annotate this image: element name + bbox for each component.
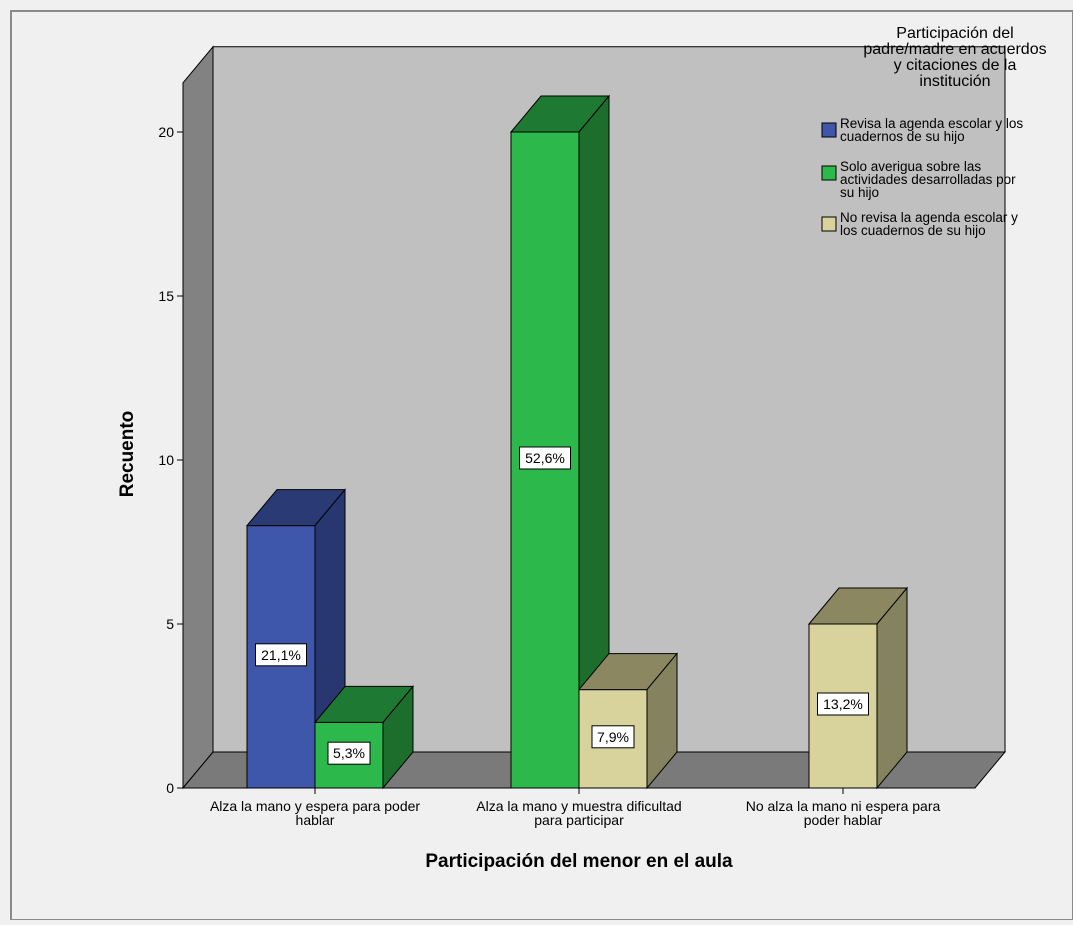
data-label: 7,9% <box>597 729 629 745</box>
data-label: 52,6% <box>525 450 565 466</box>
x-tick-label-line: hablar <box>296 812 335 828</box>
legend-label-line: cuadernos de su hijo <box>840 129 965 144</box>
x-tick-label-line: Alza la mano y espera para poder <box>210 798 420 814</box>
legend-title-line: y citaciones de la <box>894 57 1017 74</box>
bar <box>577 652 679 790</box>
legend-label: Solo averigua sobre las actividades desar… <box>840 159 1016 200</box>
legend-label-line: actividades desarrolladas por <box>840 172 1016 187</box>
bar <box>807 586 909 790</box>
y-tick-label: 0 <box>166 780 174 796</box>
x-tick-label-line: Alza la mano y muestra dificultad <box>476 798 681 814</box>
legend-label: Revisa la agenda escolar y los cuadernos … <box>840 116 1023 144</box>
x-axis-title: Participación del menor en el aula <box>425 851 733 872</box>
x-tick-label: Alza la mano y muestra dificultad para pa… <box>476 798 681 828</box>
legend-title-line: Participación del <box>896 25 1013 42</box>
data-label-box <box>591 725 635 749</box>
legend-swatch <box>821 122 837 138</box>
legend-label-line: su hijo <box>840 185 879 200</box>
x-tick-label: No alza la mano ni espera para poder habl… <box>746 798 941 828</box>
data-label-box <box>817 692 869 716</box>
legend-label-line: los cuadernos de su hijo <box>840 223 986 238</box>
legend-title-line: institución <box>919 73 990 90</box>
data-label: 5,3% <box>333 745 365 761</box>
bar-side <box>646 652 678 790</box>
x-tick-label-line: poder hablar <box>804 812 883 828</box>
legend-title-line: padre/madre en acuerdos <box>863 41 1046 58</box>
bar <box>313 685 415 790</box>
x-tick-label-line: No alza la mano ni espera para <box>746 798 941 814</box>
data-label: 21,1% <box>261 647 301 663</box>
side-wall <box>182 45 214 790</box>
data-label-box <box>327 741 371 765</box>
y-tick-label: 10 <box>158 452 174 468</box>
y-tick-label: 15 <box>158 288 174 304</box>
data-label-box <box>255 643 307 667</box>
bar-side <box>382 685 414 790</box>
x-tick-label-line: para participar <box>534 812 624 828</box>
legend-label: No revisa la agenda escolar y los cuadern… <box>840 210 1018 238</box>
legend-title: Participación del padre/madre en acuerdos… <box>863 25 1046 90</box>
y-tick-label: 20 <box>158 124 174 140</box>
legend-swatch <box>821 165 837 181</box>
x-tick-label: Alza la mano y espera para poder hablar <box>210 798 420 828</box>
legend-swatch <box>821 216 837 232</box>
y-tick-label: 5 <box>166 616 174 632</box>
y-axis-title: Recuento <box>117 411 138 498</box>
legend-label-line: Solo averigua sobre las <box>840 159 981 174</box>
legend-label-line: No revisa la agenda escolar y <box>840 210 1018 225</box>
data-label-box <box>519 446 571 470</box>
data-label: 13,2% <box>823 696 863 712</box>
legend-label-line: Revisa la agenda escolar y los <box>840 116 1023 131</box>
bar-side <box>876 586 908 790</box>
